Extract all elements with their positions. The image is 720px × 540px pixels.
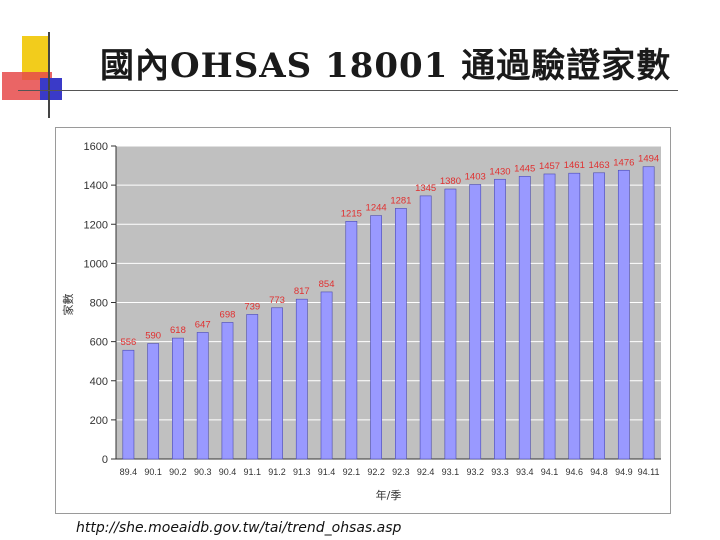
chart-frame: 0 200 400 600 800 1000 1200 1400 1600 556 89.4 590 9… xyxy=(55,127,671,514)
x-tick-label: 89.4 xyxy=(120,467,138,477)
bar xyxy=(246,314,259,460)
bar xyxy=(642,166,655,460)
data-label: 1457 xyxy=(539,161,560,172)
data-label: 1445 xyxy=(514,163,535,174)
y-tick-label: 800 xyxy=(90,298,108,310)
x-tick-label: 92.1 xyxy=(343,467,361,477)
y-tick-label: 200 xyxy=(90,415,108,427)
data-label: 1215 xyxy=(341,208,362,219)
x-tick-label: 94.11 xyxy=(638,467,660,477)
bar xyxy=(518,176,531,460)
data-label: 1380 xyxy=(440,176,461,187)
y-tick-label: 0 xyxy=(102,454,108,466)
y-tick-label: 1400 xyxy=(84,180,108,192)
data-label: 773 xyxy=(269,295,285,306)
x-tick-label: 92.4 xyxy=(417,467,435,477)
bar xyxy=(617,169,630,460)
y-tick-label: 1200 xyxy=(84,219,108,231)
x-tick-label: 93.2 xyxy=(466,467,484,477)
x-tick-label: 92.2 xyxy=(367,467,385,477)
bar xyxy=(320,291,333,460)
y-tick-label: 1000 xyxy=(84,258,108,270)
y-tick-label: 400 xyxy=(90,376,108,388)
data-label: 1430 xyxy=(489,166,510,177)
bar xyxy=(543,173,556,460)
data-label: 647 xyxy=(195,319,211,330)
bar-chart: 0 200 400 600 800 1000 1200 1400 1600 556 89.4 590 9… xyxy=(61,141,661,502)
bar xyxy=(172,337,184,460)
y-axis-title: 家數 xyxy=(61,294,75,316)
bar xyxy=(593,172,605,460)
x-tick-label: 93.1 xyxy=(442,467,460,477)
data-label: 590 xyxy=(145,331,161,342)
bar xyxy=(345,221,358,460)
bar xyxy=(568,172,581,460)
data-label: 817 xyxy=(294,286,310,297)
x-tick-label: 92.3 xyxy=(392,467,410,477)
x-tick-label: 91.1 xyxy=(243,467,261,477)
bar xyxy=(444,188,457,460)
data-label: 1476 xyxy=(613,157,634,168)
data-label: 1244 xyxy=(366,203,387,214)
x-tick-label: 93.4 xyxy=(516,467,534,477)
bar xyxy=(395,208,407,460)
x-tick-label: 91.3 xyxy=(293,467,311,477)
bar xyxy=(419,195,432,460)
data-label: 698 xyxy=(220,309,236,320)
data-label: 618 xyxy=(170,325,186,336)
slide-title: 國內OHSAS 18001 通過驗證家數 xyxy=(100,46,672,86)
deco-vertical-line xyxy=(48,32,50,118)
deco-blue-square xyxy=(40,78,62,100)
bar xyxy=(196,332,209,460)
bar xyxy=(494,178,506,460)
x-tick-label: 90.1 xyxy=(144,467,162,477)
data-label: 1281 xyxy=(390,195,411,206)
data-label: 556 xyxy=(120,337,136,348)
x-tick-label: 90.2 xyxy=(169,467,187,477)
x-axis-title: 年/季 xyxy=(376,488,402,502)
bar xyxy=(469,184,482,460)
y-tick-label: 1600 xyxy=(84,141,108,153)
data-label: 1461 xyxy=(564,160,585,171)
x-tick-label: 90.4 xyxy=(219,467,237,477)
x-tick-label: 94.8 xyxy=(590,467,608,477)
data-label: 739 xyxy=(244,301,260,312)
x-tick-label: 94.1 xyxy=(541,467,559,477)
bar xyxy=(295,298,308,460)
x-tick-label: 94.9 xyxy=(615,467,633,477)
data-label: 854 xyxy=(319,279,335,290)
bar xyxy=(122,349,135,460)
deco-horizontal-line xyxy=(18,90,678,91)
data-label: 1494 xyxy=(638,154,659,165)
x-tick-label: 91.4 xyxy=(318,467,336,477)
x-tick-label: 94.6 xyxy=(566,467,584,477)
bar xyxy=(370,215,382,460)
data-label: 1345 xyxy=(415,183,436,194)
bar xyxy=(147,343,160,460)
data-label: 1463 xyxy=(588,160,609,171)
y-tick-label: 600 xyxy=(90,337,108,349)
source-url: http://she.moeaidb.gov.tw/tai/trend_ohsa… xyxy=(76,520,402,536)
data-label: 1403 xyxy=(465,172,486,183)
x-tick-label: 91.2 xyxy=(268,467,286,477)
bar xyxy=(221,322,234,460)
bar xyxy=(271,307,283,460)
x-tick-label: 93.3 xyxy=(491,467,509,477)
x-tick-label: 90.3 xyxy=(194,467,212,477)
